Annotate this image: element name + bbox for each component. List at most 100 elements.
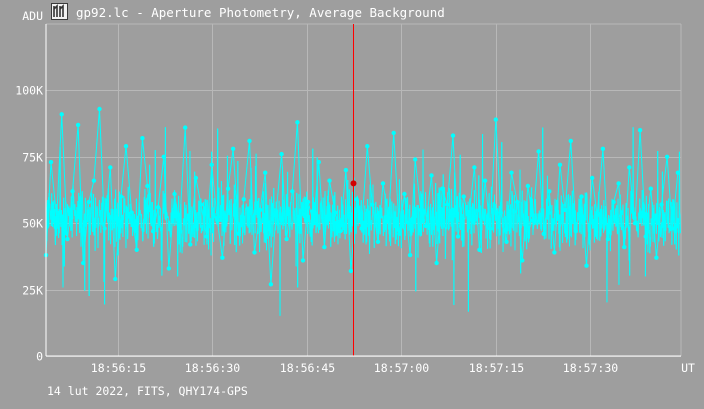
data-point — [183, 125, 188, 130]
data-point — [81, 260, 86, 266]
data-point — [648, 186, 653, 191]
data-point — [129, 210, 134, 215]
light-curve-chart[interactable]: 0 25K 50K 75K 100K 18:56:15 18:56:30 18:56:45 18… — [0, 0, 704, 384]
data-point — [402, 191, 407, 197]
data-point — [215, 218, 220, 223]
data-point — [263, 170, 268, 175]
data-point — [562, 207, 568, 213]
data-point — [637, 128, 643, 133]
data-point — [284, 236, 289, 242]
data-point — [155, 205, 161, 210]
data-point — [675, 170, 681, 175]
x-tick-label: 18:56:15 — [91, 361, 146, 375]
data-point — [541, 231, 546, 236]
x-tick-label: 18:56:30 — [185, 361, 240, 375]
data-point — [611, 199, 616, 205]
data-point — [375, 239, 381, 244]
data-point — [54, 215, 59, 221]
data-point — [172, 191, 177, 197]
data-point — [670, 226, 675, 231]
data-point — [140, 136, 145, 141]
data-point — [161, 154, 166, 159]
data-point — [547, 189, 552, 194]
data-point — [664, 154, 670, 159]
data-point — [70, 189, 75, 194]
data-point — [434, 260, 439, 266]
data-point — [616, 181, 621, 186]
data-point — [472, 165, 477, 170]
data-point — [397, 231, 402, 236]
data-point — [230, 146, 236, 151]
data-point — [295, 120, 300, 125]
data-point — [258, 207, 263, 213]
data-point — [466, 215, 471, 221]
data-point — [273, 213, 279, 218]
data-point — [333, 210, 338, 215]
data-point — [370, 202, 375, 207]
data-point — [327, 178, 332, 183]
y-tick-label: 0 — [36, 350, 43, 364]
data-point — [600, 146, 606, 151]
data-point — [584, 263, 589, 268]
grid — [46, 23, 682, 357]
window-title: gp92.lc - Aperture Photometry, Average B… — [76, 5, 445, 20]
data-point — [659, 202, 664, 207]
data-point — [530, 218, 536, 223]
photometry-app-icon[interactable] — [51, 3, 68, 20]
data-point — [75, 122, 81, 128]
data-point — [482, 178, 488, 183]
data-point — [365, 144, 370, 149]
series-layer — [43, 106, 681, 316]
data-point — [177, 223, 182, 229]
data-point — [123, 144, 129, 149]
data-point — [477, 247, 482, 252]
data-point — [509, 170, 514, 175]
data-point — [97, 106, 102, 112]
data-point — [118, 194, 124, 199]
data-point — [198, 202, 204, 207]
data-point — [418, 207, 423, 213]
data-point — [290, 189, 295, 194]
data-point — [311, 221, 316, 226]
data-point — [113, 276, 118, 282]
data-point — [520, 258, 525, 263]
cursor-layer — [350, 24, 357, 356]
data-point — [338, 229, 343, 234]
data-point — [450, 133, 456, 138]
data-point — [380, 181, 386, 186]
axes: 0 25K 50K 75K 100K 18:56:15 18:56:30 18:56:45 18… — [15, 9, 695, 375]
data-point — [568, 138, 573, 144]
data-point — [193, 175, 199, 181]
data-point — [654, 255, 659, 260]
data-point — [493, 117, 498, 122]
data-point — [247, 138, 252, 144]
data-point — [413, 157, 418, 162]
data-point — [407, 252, 413, 258]
data-point — [348, 268, 354, 274]
data-point — [86, 199, 92, 205]
data-point — [134, 247, 139, 252]
cursor-marker — [350, 180, 357, 187]
data-point — [59, 112, 64, 117]
data-point — [440, 186, 445, 191]
data-point — [595, 213, 600, 218]
title-bar: gp92.lc - Aperture Photometry, Average B… — [0, 0, 704, 24]
data-point — [91, 178, 97, 183]
x-axis-unit: UT — [681, 361, 695, 375]
data-point — [461, 194, 466, 199]
data-point — [322, 244, 327, 250]
y-tick-label: 100K — [15, 84, 43, 98]
y-axis-unit: ADU — [22, 9, 43, 23]
data-point — [241, 197, 246, 202]
data-point — [605, 236, 611, 242]
x-tick-label: 18:57:15 — [469, 361, 524, 375]
data-point — [579, 194, 584, 199]
x-tick-label: 18:57:00 — [374, 361, 429, 375]
data-point — [487, 226, 493, 231]
data-point — [536, 149, 541, 154]
data-point — [627, 165, 632, 170]
data-point — [573, 229, 578, 234]
data-point — [359, 226, 364, 231]
data-point — [386, 215, 391, 221]
